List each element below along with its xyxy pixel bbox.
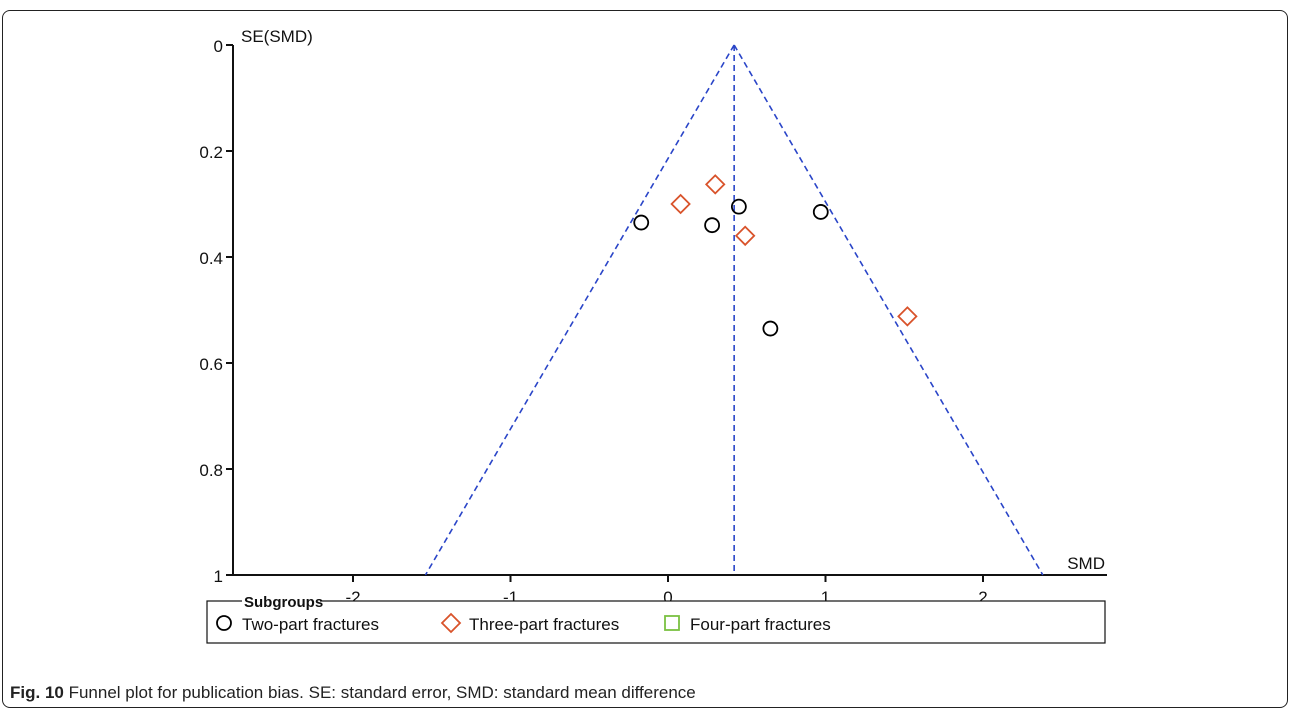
figure-frame xyxy=(2,10,1288,708)
data-point-circle xyxy=(812,204,829,220)
data-point-diamond xyxy=(897,306,918,327)
x-tick-label: 0 xyxy=(663,588,672,607)
y-tick-label: 0.8 xyxy=(199,461,223,480)
legend-marker-diamond xyxy=(440,612,462,634)
data-point-diamond xyxy=(670,193,691,215)
data-point-circle xyxy=(704,217,720,234)
legend-marker-circle xyxy=(216,615,232,631)
funnel-left-line xyxy=(424,44,735,576)
axes: 00.20.40.60.81-2 -1 0 1 2SE(SMD)SMD xyxy=(199,27,1107,607)
legend-title: Subgroups xyxy=(244,594,323,611)
y-axis-label: SE(SMD) xyxy=(241,27,313,46)
caption-label: Fig. 10 xyxy=(10,683,64,702)
legend-label: Four-part fractures xyxy=(690,615,831,634)
data-point-diamond xyxy=(734,225,756,247)
y-tick-label: 0.4 xyxy=(199,249,223,268)
x-tick-label: 1 xyxy=(821,588,830,607)
legend-label: Two-part fractures xyxy=(242,615,379,634)
y-tick-label: 0 xyxy=(214,37,223,56)
y-tick-label: 1 xyxy=(214,567,223,586)
x-tick-label: 2 xyxy=(978,588,987,607)
legend-title-bg xyxy=(242,594,320,608)
data-point-diamond xyxy=(704,174,726,195)
data-point-circle xyxy=(633,214,650,231)
data-points xyxy=(633,174,918,337)
legend-marker-square xyxy=(664,615,680,631)
caption-text: Funnel plot for publication bias. SE: st… xyxy=(63,683,696,702)
funnel-lines xyxy=(424,44,1044,576)
y-tick-label: 0.2 xyxy=(199,143,223,162)
legend: Subgroups Two-part fractures Three-part fr… xyxy=(206,594,1106,644)
x-axis-label: SMD xyxy=(1067,554,1105,573)
legend-box xyxy=(206,600,1106,644)
data-point-circle xyxy=(730,198,747,215)
y-tick-label: 0.6 xyxy=(199,355,223,374)
funnel-right-line xyxy=(733,44,1044,576)
legend-label: Three-part fractures xyxy=(469,615,619,634)
data-point-circle xyxy=(762,320,779,337)
figure-caption: Fig. 10 Funnel plot for publication bias… xyxy=(10,683,696,703)
